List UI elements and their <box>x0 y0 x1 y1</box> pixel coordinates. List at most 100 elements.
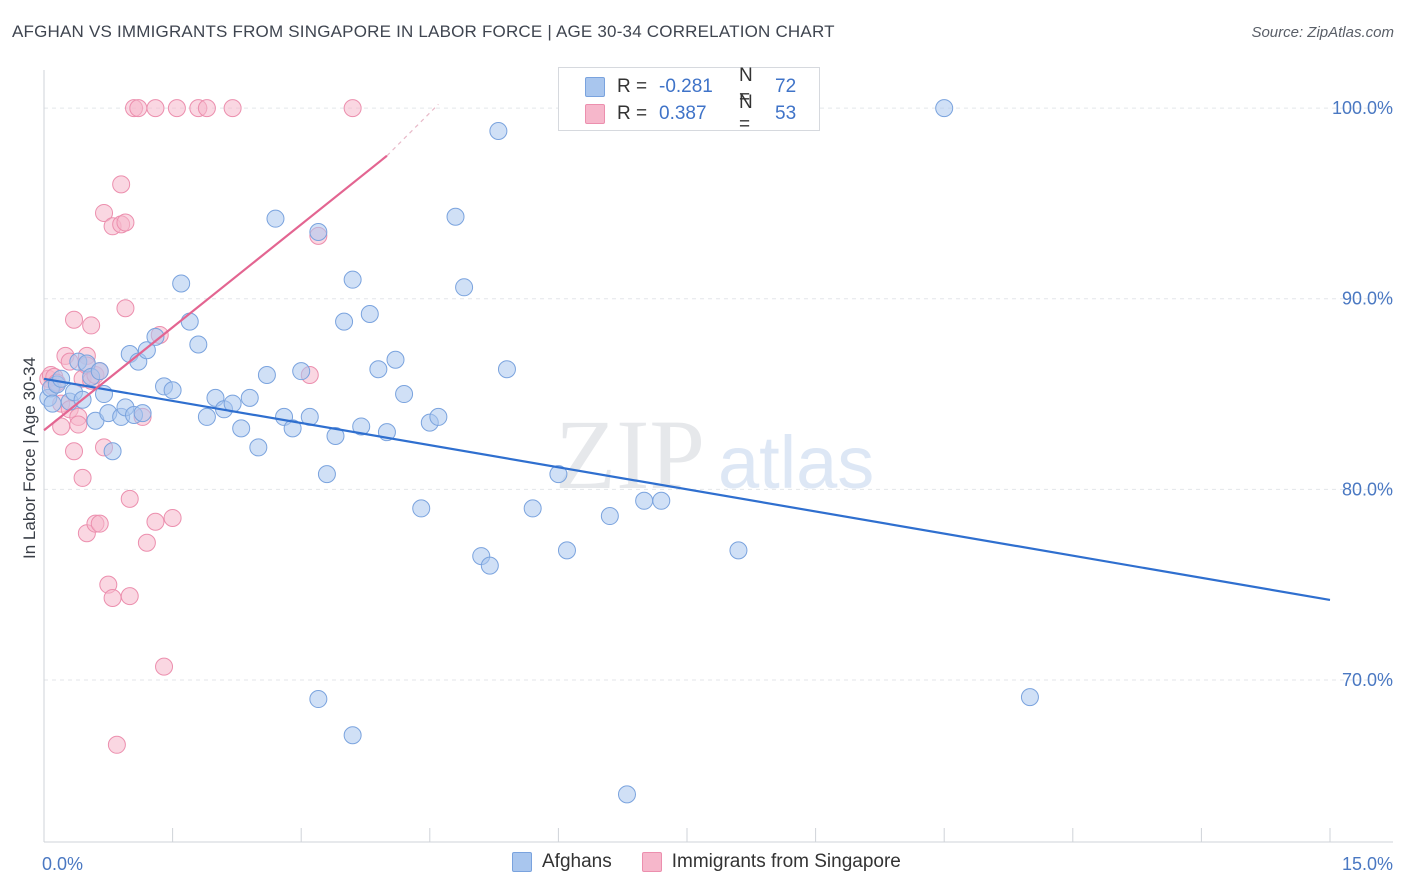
afghan-point <box>412 499 431 518</box>
afghan-point <box>446 207 465 226</box>
afghan-point <box>180 312 199 331</box>
afghan-point <box>360 304 379 323</box>
singapore-point <box>120 489 139 508</box>
afghan-point <box>352 417 371 436</box>
x-tick-label-max: 15.0% <box>1342 854 1393 874</box>
series-label-singapore: Immigrants from Singapore <box>671 851 901 872</box>
singapore-point <box>82 316 101 335</box>
afghan-point <box>266 209 285 228</box>
afghan-point <box>197 407 216 426</box>
legend-n-value: 72 <box>775 76 797 97</box>
singapore-point <box>167 99 186 118</box>
singapore-point <box>116 213 135 232</box>
singapore-point <box>155 657 174 676</box>
series-swatch-blue <box>512 852 532 872</box>
afghan-point <box>257 365 276 384</box>
afghan-point <box>523 499 542 518</box>
afghan-point <box>103 442 122 461</box>
afghan-point <box>1020 688 1039 707</box>
afghan-point <box>292 362 311 381</box>
legend-r-value: 0.387 <box>659 103 707 124</box>
watermark: ZIP atlas <box>555 399 874 510</box>
legend-n-label: N = <box>739 65 753 108</box>
afghan-point <box>497 360 516 379</box>
afghan-point <box>343 270 362 289</box>
afghan-point <box>309 690 328 709</box>
afghan-point <box>317 465 336 484</box>
singapore-point <box>69 415 88 434</box>
afghan-point <box>455 278 474 297</box>
legend-r-label: R = <box>617 103 648 124</box>
singapore-point <box>65 310 84 329</box>
singapore-trend-line <box>43 154 388 432</box>
singapore-point <box>95 203 114 222</box>
legend-row-singapore: R = 0.387 N = 53 <box>585 92 797 135</box>
watermark-atlas: atlas <box>718 421 874 504</box>
chart-title: AFGHAN VS IMMIGRANTS FROM SINGAPORE IN L… <box>12 22 835 41</box>
afghan-point <box>232 419 251 438</box>
singapore-point <box>120 587 139 606</box>
afghan-point <box>729 541 748 560</box>
singapore-point <box>223 99 242 118</box>
afghan-point <box>617 785 636 804</box>
afghan-point <box>652 491 671 510</box>
series-legend: Afghans Immigrants from Singapore <box>512 851 931 873</box>
legend-n-label: N = <box>739 92 753 135</box>
afghan-point <box>369 360 388 379</box>
singapore-point <box>112 175 131 194</box>
legend-n-value: 53 <box>775 103 797 124</box>
afghan-point <box>52 369 71 388</box>
afghan-point <box>326 426 345 445</box>
singapore-trend-extension <box>386 103 439 157</box>
y-tick-labels: 100.0% 90.0% 80.0% 70.0% <box>1332 98 1393 690</box>
y-tick-label: 100.0% <box>1332 98 1393 118</box>
series-legend-singapore[interactable]: Immigrants from Singapore <box>641 851 901 873</box>
series-swatch-pink <box>641 852 662 872</box>
afghan-point <box>635 491 654 510</box>
x-tick-label-min: 0.0% <box>42 854 83 874</box>
afghan-point <box>137 341 156 360</box>
singapore-point <box>146 512 165 531</box>
afghan-point <box>429 407 448 426</box>
singapore-point <box>146 99 165 118</box>
y-tick-label: 90.0% <box>1342 289 1393 309</box>
singapore-point <box>163 508 182 527</box>
afghan-point <box>386 350 405 369</box>
afghan-point <box>343 726 362 745</box>
y-tick-label: 70.0% <box>1342 670 1393 690</box>
afghan-points <box>39 99 1039 804</box>
afghan-point <box>90 362 109 381</box>
afghan-point <box>249 438 268 457</box>
singapore-point <box>73 468 92 487</box>
singapore-point <box>137 533 156 552</box>
afghan-trend-line <box>43 377 1331 602</box>
afghan-point <box>146 327 165 346</box>
legend-r-label: R = <box>617 76 648 97</box>
afghan-point <box>549 465 568 484</box>
afghan-point <box>172 274 191 293</box>
afghan-point <box>240 388 259 407</box>
singapore-point <box>103 589 122 608</box>
afghan-point <box>283 419 302 438</box>
afghan-point <box>43 394 62 413</box>
series-legend-afghans[interactable]: Afghans <box>512 851 612 873</box>
afghan-point <box>163 381 182 400</box>
afghan-point <box>309 223 328 242</box>
afghan-point <box>557 541 576 560</box>
singapore-point <box>343 99 362 118</box>
series-label-afghans: Afghans <box>542 851 612 872</box>
singapore-point <box>65 442 84 461</box>
legend-swatch-blue <box>585 77 605 97</box>
axes <box>43 70 1393 843</box>
legend-swatch-pink <box>585 104 605 124</box>
afghan-point <box>489 121 508 140</box>
afghan-point <box>335 312 354 331</box>
afghan-point <box>935 99 954 118</box>
singapore-points <box>39 99 362 754</box>
y-axis-label: In Labor Force | Age 30-34 <box>20 357 39 559</box>
watermark-zip: ZIP <box>555 399 705 510</box>
afghan-point <box>480 556 499 575</box>
singapore-point <box>197 99 216 118</box>
afghan-point <box>395 385 414 404</box>
